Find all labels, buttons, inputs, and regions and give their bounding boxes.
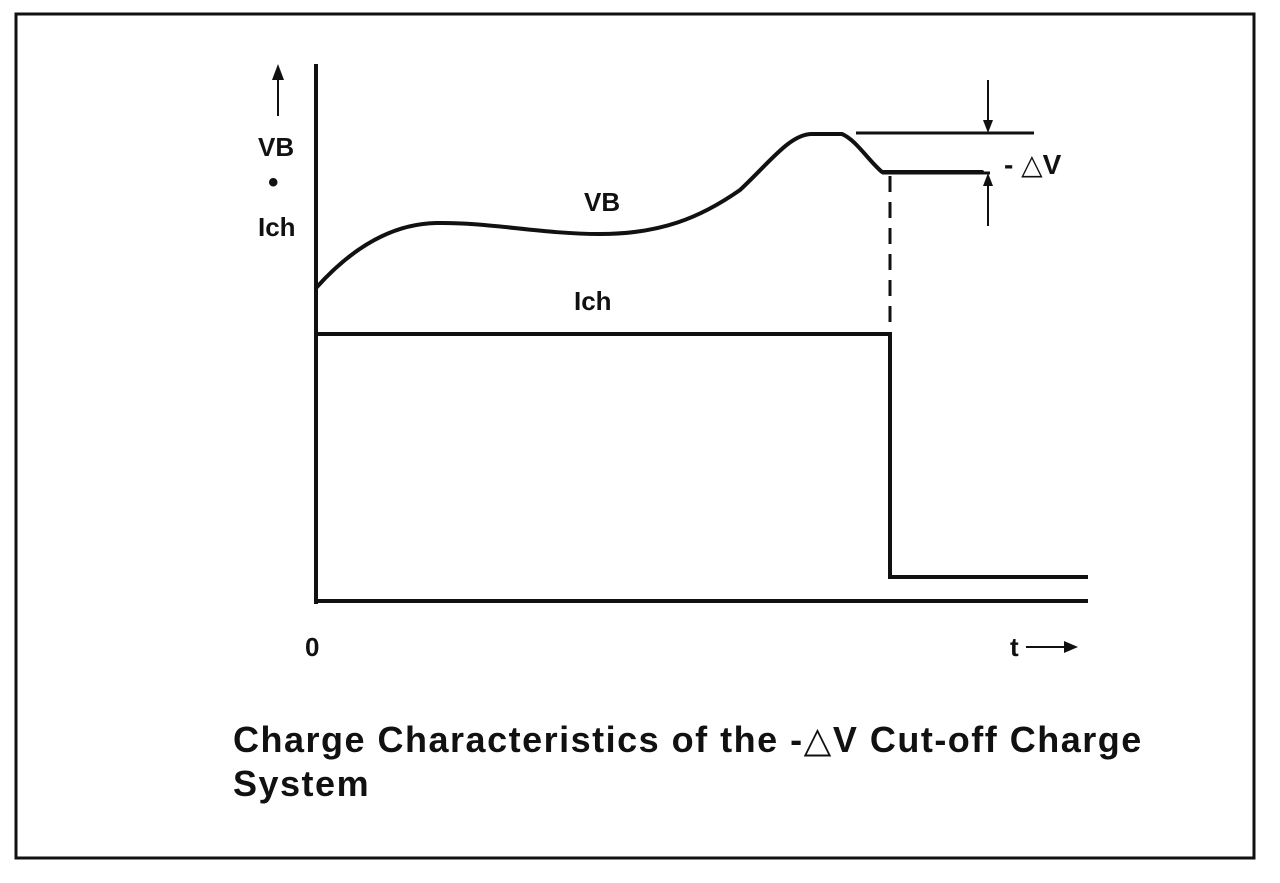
x-axis-label-t: t <box>1010 632 1019 662</box>
ich-line-label: Ich <box>574 286 612 316</box>
x-axis-right-arrow-icon <box>1026 641 1078 653</box>
vb-curve-label: VB <box>584 187 620 217</box>
delta-v-up-arrow-icon <box>983 173 993 226</box>
delta-v-down-arrow-icon <box>983 80 993 133</box>
delta-v-label: - △V <box>1004 149 1062 180</box>
y-axis-label-dot: • <box>268 166 279 199</box>
figure-frame <box>14 12 1256 860</box>
ich-line <box>316 332 1088 579</box>
figure-caption: Charge Characteristics of the -△V Cut-of… <box>233 719 1143 804</box>
y-axis-label-ich: Ich <box>258 212 296 242</box>
y-axis-label-vb: VB <box>258 132 294 162</box>
vb-curve <box>314 132 984 290</box>
origin-label: 0 <box>305 632 319 662</box>
y-axis-up-arrow-icon <box>272 64 284 116</box>
